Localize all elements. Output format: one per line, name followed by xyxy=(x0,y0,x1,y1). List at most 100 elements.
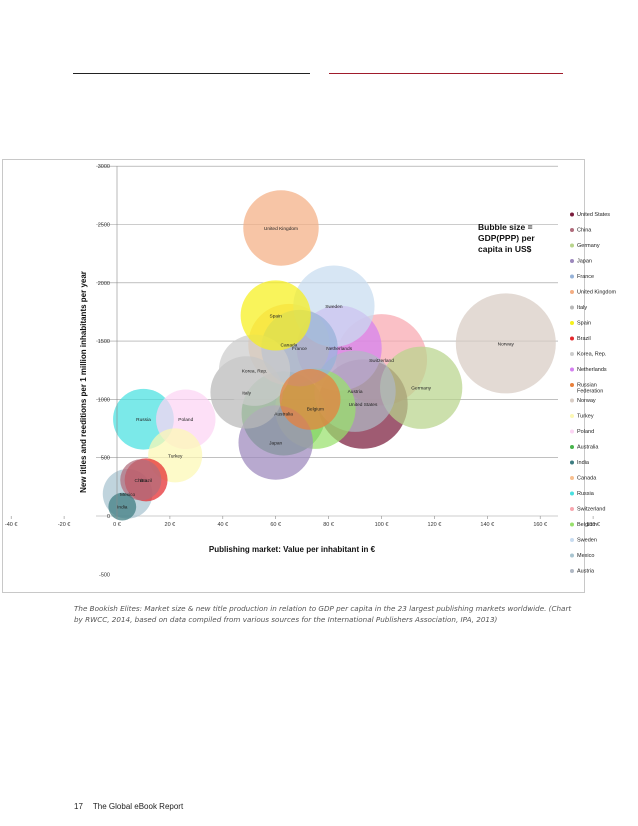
legend-marker-korea-rep xyxy=(570,352,574,356)
bubble-label-canada: Canada xyxy=(281,343,298,349)
y-tick-label-1000: 1000 xyxy=(98,397,110,403)
legend-label-norway: Norway xyxy=(577,398,596,404)
bubble-label-turkey: Turkey xyxy=(168,453,183,459)
legend-label-united-states: United States xyxy=(577,212,610,218)
header-rule-left xyxy=(73,73,310,74)
legend-label-united-kingdom: United Kingdom xyxy=(577,290,617,296)
bubble-label-australia: Australia xyxy=(274,411,293,417)
bubble-labels: United States China Germany Japan France Unit… xyxy=(117,226,514,511)
x-tick-label-80 €: 80 € xyxy=(323,522,334,528)
bubble-label-norway: Norway xyxy=(498,341,515,347)
bubble-india xyxy=(108,492,137,521)
bubble-korea-rep xyxy=(218,334,291,406)
page-number: 17 xyxy=(74,802,83,811)
bubble-label-switzerland: Switzerland xyxy=(369,358,394,364)
y-axis-label: New titles and reeditions per 1 million … xyxy=(79,271,88,493)
bubble-label-poland: Poland xyxy=(178,417,193,423)
legend-marker-brazil xyxy=(570,336,574,341)
y-tick-label-500: 500 xyxy=(101,456,110,462)
x-tick-label-120 €: 120 € xyxy=(428,522,442,528)
bubble-label-russia: Russia xyxy=(136,417,151,423)
legend-marker-mexico xyxy=(570,553,574,558)
legend-marker-canada xyxy=(570,476,574,480)
legend-label-brazil: Brazil xyxy=(577,336,591,342)
x-tick-label-0 €: 0 € xyxy=(113,522,121,528)
bubble-label-france: France xyxy=(292,346,307,352)
bubble-size-note-line-3: capita in US$ xyxy=(478,244,532,254)
figure-caption: The Bookish Elites: Market size & new ti… xyxy=(74,604,572,624)
bubble-label-korea-rep: Korea, Rep. xyxy=(242,368,268,374)
bubble-label-belgium: Belgium xyxy=(307,407,324,413)
bubble-china xyxy=(120,459,162,501)
header-rule-right xyxy=(329,73,563,74)
legend-label-india: India xyxy=(577,460,590,466)
y-tick-label-3000: 3000 xyxy=(98,164,110,170)
y-tick-label-2500: 2500 xyxy=(98,223,110,229)
x-tick-label-180 €: 180 € xyxy=(586,522,600,528)
legend-marker-india xyxy=(570,460,574,465)
x-tick-label-20 €: 20 € xyxy=(165,522,176,528)
y-tick-label-0: 0 xyxy=(107,514,110,520)
bubble-size-note-line-2: GDP(PPP) per xyxy=(478,233,535,243)
bubble-size-note-line-1: Bubble size = xyxy=(478,222,533,232)
bubble-russian-federation xyxy=(279,369,341,430)
legend-label-australia: Australia xyxy=(577,445,599,451)
legend-marker-sweden xyxy=(570,538,574,542)
legend-marker-switzerland xyxy=(570,507,574,511)
y-tick-label-below: -500 xyxy=(99,572,110,578)
legend: United States China Germany Japan France Unit… xyxy=(570,212,617,575)
bubble-label-china: China xyxy=(135,478,148,484)
legend-marker-france xyxy=(570,274,574,279)
bubble-chart: United States China Germany Japan France Unit… xyxy=(5,164,617,578)
x-tick-label--40 €: -40 € xyxy=(5,522,18,528)
legend-marker-australia xyxy=(570,445,574,449)
legend-label-japan: Japan xyxy=(577,259,592,265)
bubble-label-spain: Spain xyxy=(270,313,283,319)
legend-marker-italy xyxy=(570,305,574,310)
bubble-label-germany: Germany xyxy=(411,386,431,392)
y-tick-label-2000: 2000 xyxy=(98,281,110,287)
legend-label-belgium: Belgium xyxy=(577,522,597,528)
legend-label-turkey: Turkey xyxy=(577,414,594,420)
bubble-label-united-kingdom: United Kingdom xyxy=(264,226,298,232)
legend-marker-belgium xyxy=(570,522,574,527)
chart-frame xyxy=(2,159,585,593)
legend-label-sweden: Sweden xyxy=(577,538,597,544)
legend-label-russian-federation-line-1: Russian xyxy=(577,383,597,389)
bubble-germany xyxy=(380,346,463,429)
legend-marker-russian-federation xyxy=(570,383,574,387)
legend-label-russian-federation-line-2: Federation xyxy=(577,389,603,395)
bubble-label-italy: Italy xyxy=(242,390,251,396)
legend-marker-germany xyxy=(570,243,574,248)
legend-marker-united-kingdom xyxy=(570,290,574,294)
bubble-label-japan: Japan xyxy=(269,441,282,447)
legend-label-france: France xyxy=(577,274,594,280)
x-tick-label-140 €: 140 € xyxy=(480,522,494,528)
legend-marker-japan xyxy=(570,259,574,263)
legend-marker-norway xyxy=(570,398,574,403)
legend-label-mexico: Mexico xyxy=(577,553,594,559)
legend-label-poland: Poland xyxy=(577,429,594,435)
legend-label-canada: Canada xyxy=(577,476,597,482)
legend-marker-spain xyxy=(570,321,574,325)
legend-marker-china xyxy=(570,228,574,232)
legend-label-netherlands: Netherlands xyxy=(577,367,607,373)
legend-marker-russia xyxy=(570,491,574,496)
bubble-label-austria: Austria xyxy=(348,389,363,395)
x-tick-label-60 €: 60 € xyxy=(270,522,281,528)
legend-marker-turkey xyxy=(570,414,574,418)
legend-marker-united-states xyxy=(570,212,574,217)
x-axis-label: Publishing market: Value per inhabitant … xyxy=(209,545,376,554)
legend-label-germany: Germany xyxy=(577,243,600,249)
bubbles xyxy=(102,190,556,521)
legend-label-austria: Austria xyxy=(577,569,595,575)
bubble-label-india: India xyxy=(117,505,128,511)
bubble-label-netherlands: Netherlands xyxy=(326,346,352,352)
bubble-label-sweden: Sweden xyxy=(325,304,343,310)
page-footer: 17 The Global eBook Report xyxy=(74,802,193,811)
axes: 0 500 1000 1500 2000 2500 3000 -500 -40 € -20 € 0 … xyxy=(5,164,600,578)
x-tick-label-160 €: 160 € xyxy=(533,522,547,528)
legend-label-china: China xyxy=(577,228,592,234)
x-tick-label--20 €: -20 € xyxy=(58,522,71,528)
legend-label-spain: Spain xyxy=(577,321,591,327)
